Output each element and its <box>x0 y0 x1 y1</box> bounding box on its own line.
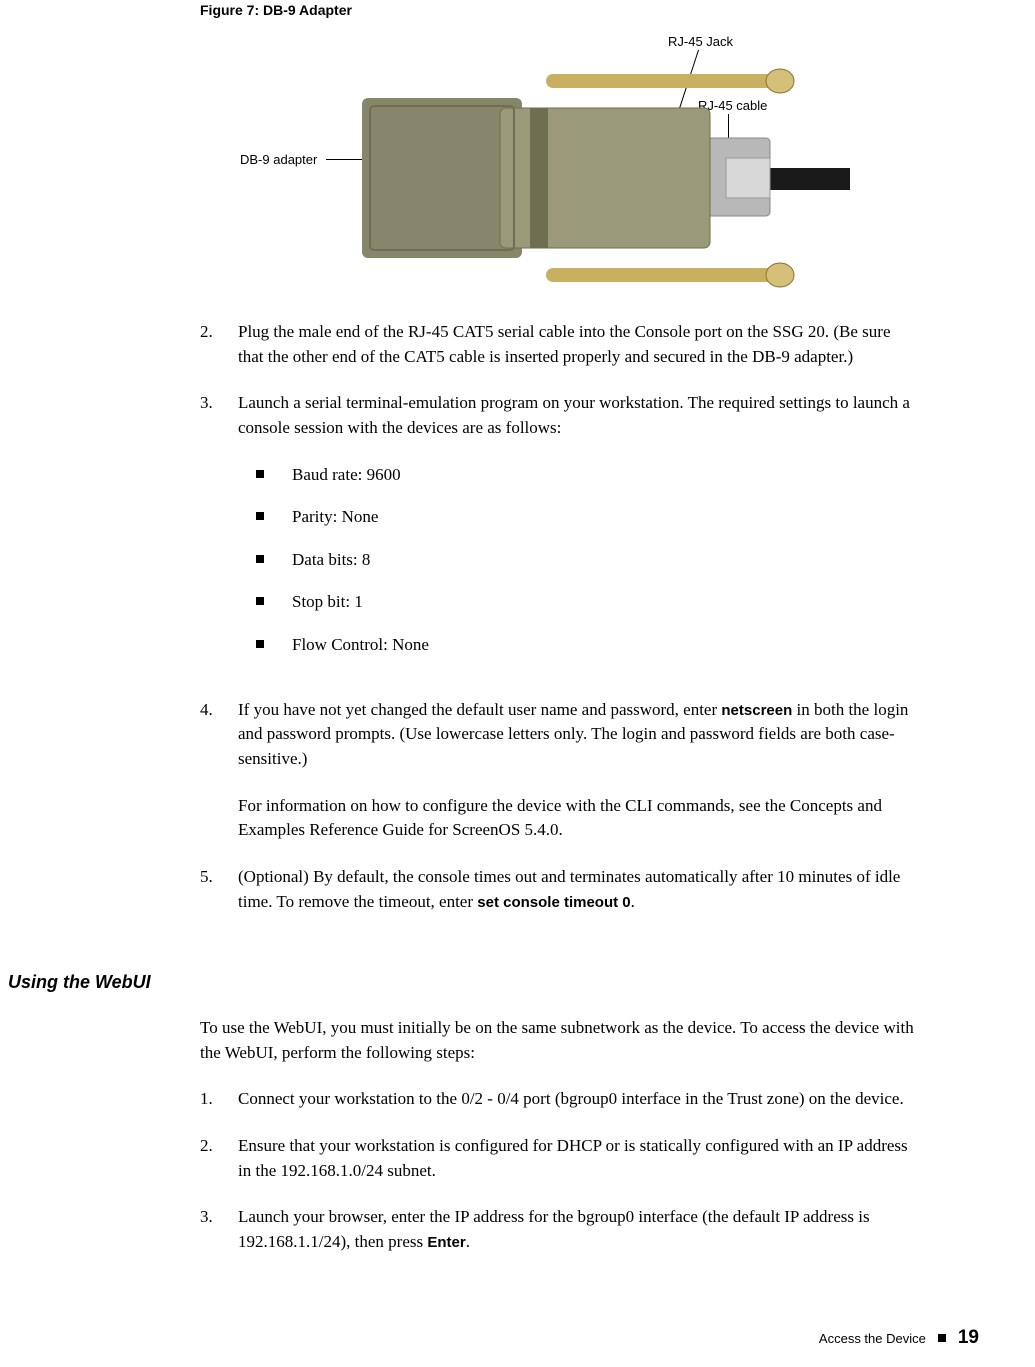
step-text: Ensure that your workstation is configur… <box>238 1134 920 1183</box>
step-number: 2. <box>200 1134 238 1183</box>
list-item: Flow Control: None <box>238 633 920 658</box>
bullet-list: Baud rate: 9600 Parity: None Data bits: … <box>238 463 920 658</box>
webui-step-3: 3. Launch your browser, enter the IP add… <box>200 1205 920 1254</box>
bullet-text: Data bits: 8 <box>292 548 370 573</box>
label-rj45-jack: RJ-45 Jack <box>668 34 733 49</box>
step-number: 2. <box>200 320 238 369</box>
footer-section: Access the Device <box>819 1331 926 1346</box>
webui-step-2: 2. Ensure that your workstation is confi… <box>200 1134 920 1183</box>
bullet-text: Baud rate: 9600 <box>292 463 401 488</box>
figure-number: Figure 7: <box>200 2 263 18</box>
step-text: Launch a serial terminal-emulation progr… <box>238 391 920 440</box>
inline-bold: set console timeout 0 <box>477 894 630 911</box>
inline-bold: netscreen <box>721 702 792 719</box>
list-item: Stop bit: 1 <box>238 590 920 615</box>
step-number: 1. <box>200 1087 238 1112</box>
label-db9-adapter: DB-9 adapter <box>240 152 317 167</box>
list-item: Parity: None <box>238 505 920 530</box>
bullet-text: Parity: None <box>292 505 378 530</box>
page: Figure 7: DB-9 Adapter RJ-45 Jack RJ-45 … <box>0 0 1035 1367</box>
bullet-icon <box>256 470 264 478</box>
step-3: 3. Launch a serial terminal-emulation pr… <box>200 391 920 675</box>
footer-page-number: 19 <box>958 1327 979 1349</box>
list-item: Data bits: 8 <box>238 548 920 573</box>
bullet-icon <box>256 512 264 520</box>
step-2: 2. Plug the male end of the RJ-45 CAT5 s… <box>200 320 920 369</box>
content-main: 2. Plug the male end of the RJ-45 CAT5 s… <box>200 320 920 936</box>
figure-caption: Figure 7: DB-9 Adapter <box>200 2 352 18</box>
step-number: 3. <box>200 1205 238 1254</box>
bullet-icon <box>256 597 264 605</box>
step-text: Launch your browser, enter the IP addres… <box>238 1205 920 1254</box>
step-4: 4. If you have not yet changed the defau… <box>200 698 920 843</box>
adapter-svg <box>330 50 850 310</box>
figure-title: DB-9 Adapter <box>263 2 352 18</box>
inline-bold: Enter <box>427 1234 465 1251</box>
webui-content: To use the WebUI, you must initially be … <box>200 1016 920 1276</box>
bullet-icon <box>256 640 264 648</box>
step-text: Plug the male end of the RJ-45 CAT5 seri… <box>238 320 920 369</box>
footer-square-icon <box>938 1334 946 1342</box>
section-heading: Using the WebUI <box>8 972 151 993</box>
webui-step-1: 1. Connect your workstation to the 0/2 -… <box>200 1087 920 1112</box>
section-intro: To use the WebUI, you must initially be … <box>200 1016 920 1065</box>
step-number: 4. <box>200 698 238 843</box>
step-number: 5. <box>200 865 238 914</box>
page-footer: Access the Device 19 <box>819 1327 979 1349</box>
step-5: 5. (Optional) By default, the console ti… <box>200 865 920 914</box>
step-para2: For information on how to configure the … <box>238 794 920 843</box>
figure-diagram: RJ-45 Jack RJ-45 cable DB-9 adapter <box>200 30 920 310</box>
step-text: (Optional) By default, the console times… <box>238 865 920 914</box>
step-number: 3. <box>200 391 238 675</box>
bullet-text: Stop bit: 1 <box>292 590 363 615</box>
bullet-text: Flow Control: None <box>292 633 429 658</box>
list-item: Baud rate: 9600 <box>238 463 920 488</box>
bullet-icon <box>256 555 264 563</box>
step-text: Connect your workstation to the 0/2 - 0/… <box>238 1087 920 1112</box>
step-text: If you have not yet changed the default … <box>238 698 920 772</box>
